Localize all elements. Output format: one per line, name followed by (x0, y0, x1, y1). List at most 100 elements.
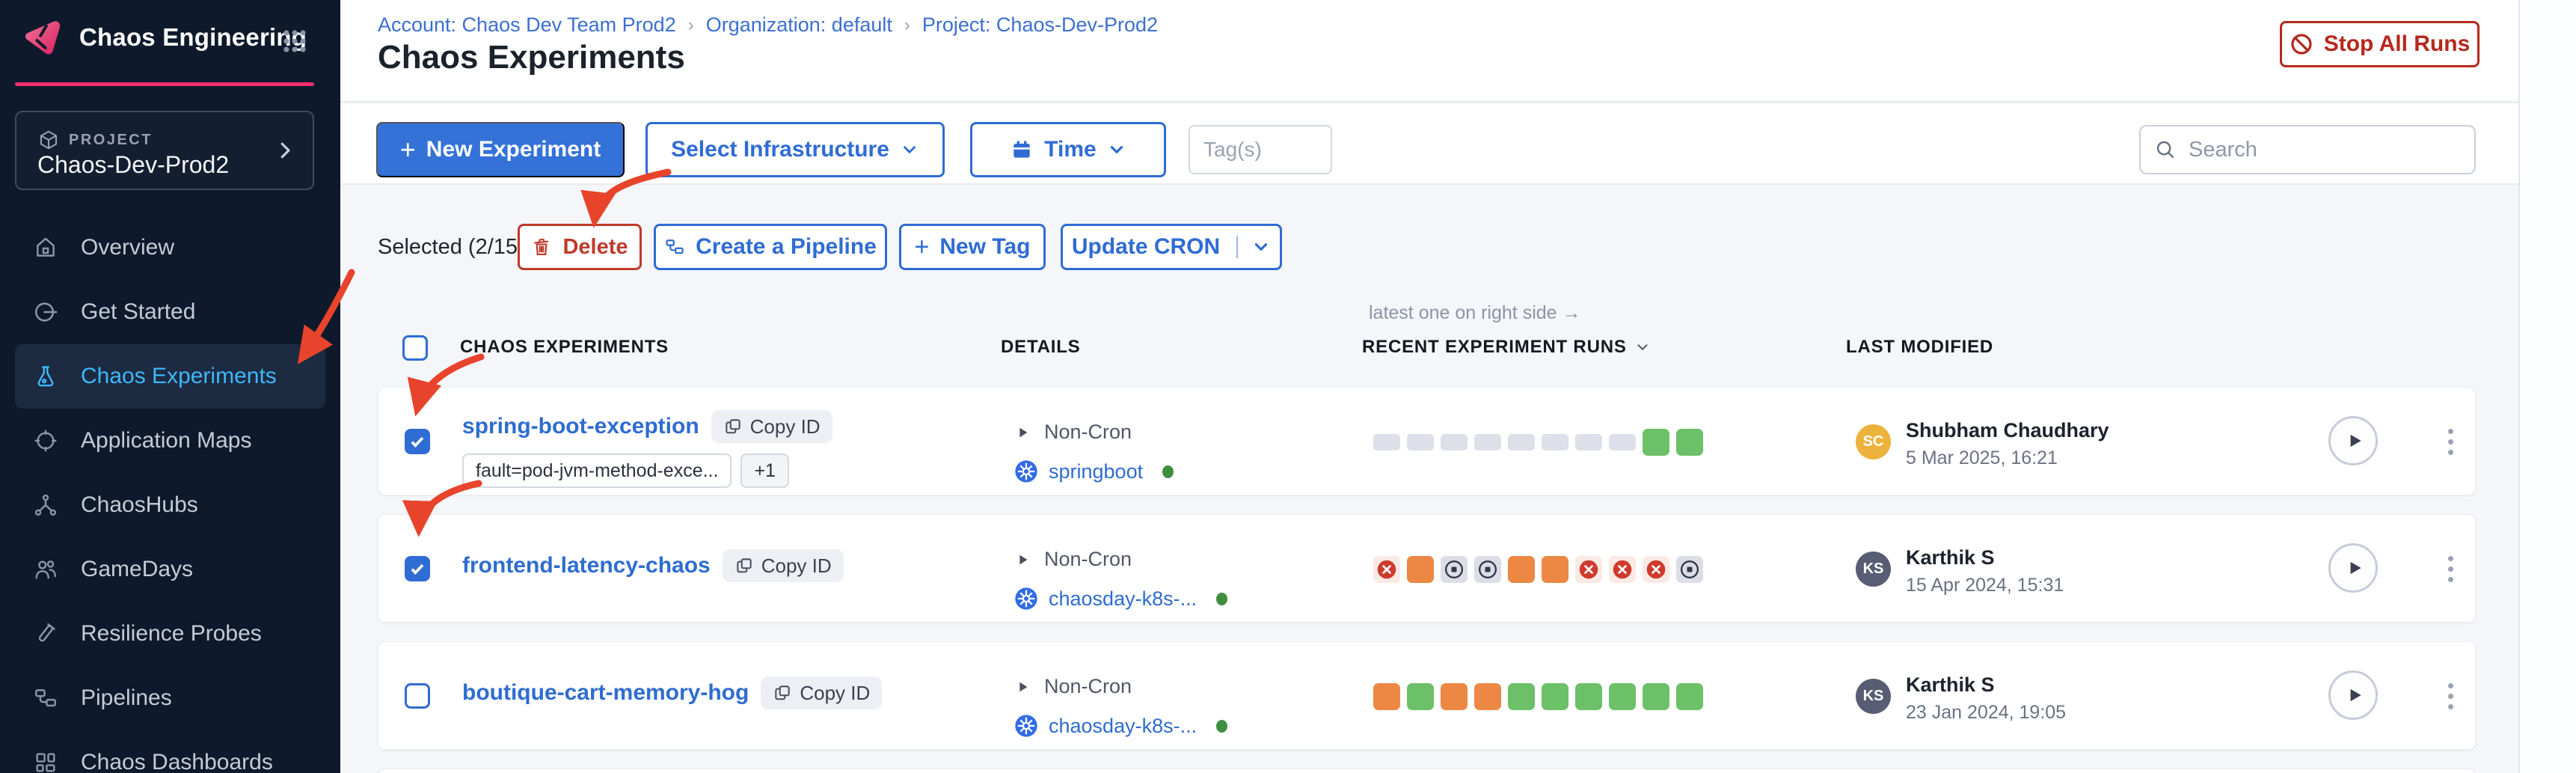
tag-chip[interactable]: fault=pod-jvm-method-exce... (462, 453, 732, 488)
run-indicator-passed[interactable] (1643, 682, 1669, 710)
tags-filter-input[interactable] (1189, 125, 1332, 174)
infra-health-dot (1216, 592, 1228, 605)
sidebar-item-label: ChaosHubs (81, 492, 198, 517)
run-indicator-none[interactable] (1508, 433, 1535, 450)
search-input[interactable] (2189, 137, 2461, 162)
select-infrastructure-dropdown[interactable]: Select Infrastructure (645, 122, 945, 177)
run-experiment-button[interactable] (2328, 543, 2378, 593)
search-icon (2156, 141, 2174, 159)
run-indicator-none[interactable] (1407, 433, 1434, 450)
run-indicator-running[interactable] (1407, 555, 1434, 583)
run-indicator-none[interactable] (1373, 433, 1400, 450)
test-tube-icon (33, 621, 58, 647)
row-menu-button[interactable] (2435, 675, 2465, 717)
plus-icon: + (399, 134, 416, 165)
experiment-name-link[interactable]: frontend-latency-chaos (462, 553, 711, 578)
run-indicator-failed[interactable] (1575, 555, 1602, 583)
run-indicator-failed[interactable] (1643, 555, 1669, 583)
copy-id-button[interactable]: Copy ID (761, 676, 883, 709)
sidebar-item-chaos-dashboards[interactable]: Chaos Dashboards (0, 730, 340, 773)
sidebar-item-overview[interactable]: Overview (0, 216, 340, 280)
create-pipeline-button[interactable]: Create a Pipeline (654, 224, 887, 270)
sidebar-item-chaos-experiments[interactable]: Chaos Experiments (15, 344, 325, 409)
play-icon (2350, 434, 2361, 447)
update-cron-button[interactable]: Update CRON (1061, 224, 1282, 270)
run-indicator-failed[interactable] (1373, 555, 1400, 583)
time-filter-dropdown[interactable]: Time (970, 122, 1166, 177)
search-box[interactable] (2139, 125, 2476, 174)
infrastructure-link[interactable]: chaosday-k8s-... (1049, 587, 1197, 610)
run-indicator-none[interactable] (1441, 433, 1468, 450)
sidebar-item-label: Chaos Dashboards (81, 750, 273, 773)
sidebar-item-pipelines[interactable]: Pipelines (0, 666, 340, 730)
row-menu-button[interactable] (2435, 421, 2465, 462)
run-indicator-running[interactable] (1508, 555, 1535, 583)
infrastructure-link[interactable]: chaosday-k8s-... (1049, 714, 1197, 737)
breadcrumb-link[interactable]: Account: Chaos Dev Team Prod2 (378, 13, 676, 36)
experiment-name-link[interactable]: spring-boot-exception (462, 414, 699, 439)
table-row: spring-boot-exception Copy ID fault=pod-… (378, 387, 2476, 495)
delete-label: Delete (562, 234, 628, 259)
row-checkbox[interactable] (405, 429, 430, 454)
chevron-down-icon[interactable] (1251, 237, 1271, 257)
run-indicator-passed[interactable] (1508, 682, 1535, 710)
breadcrumb: Account: Chaos Dev Team Prod2 › Organizati… (378, 13, 1158, 37)
copy-id-button[interactable]: Copy ID (722, 549, 844, 582)
sidebar-item-get-started[interactable]: Get Started (0, 280, 340, 344)
row-menu-button[interactable] (2435, 548, 2465, 590)
flask-icon (33, 364, 58, 389)
run-indicator-running[interactable] (1474, 682, 1501, 710)
tag-more-chip[interactable]: +1 (740, 453, 789, 488)
run-indicator-running[interactable] (1542, 555, 1568, 583)
home-icon (33, 235, 58, 260)
breadcrumb-separator: › (904, 14, 910, 35)
stop-all-runs-button[interactable]: Stop All Runs (2280, 21, 2480, 67)
people-icon (33, 557, 58, 582)
schedule-type: Non-Cron (1044, 675, 1132, 697)
run-indicator-stopped[interactable] (1676, 555, 1703, 583)
run-indicator-passed[interactable] (1575, 682, 1602, 710)
cube-icon (40, 130, 58, 150)
run-indicator-running[interactable] (1373, 682, 1400, 710)
run-indicator-none[interactable] (1609, 433, 1636, 450)
run-indicator-stopped[interactable] (1441, 555, 1468, 583)
run-experiment-button[interactable] (2328, 416, 2378, 465)
breadcrumb-link[interactable]: Organization: default (705, 13, 892, 36)
run-indicator-passed[interactable] (1676, 682, 1703, 710)
run-indicator-none[interactable] (1474, 433, 1501, 450)
infra-health-dot (1162, 465, 1174, 478)
run-indicator-passed[interactable] (1542, 682, 1568, 710)
run-indicator-none[interactable] (1575, 433, 1602, 450)
run-indicator-passed[interactable] (1609, 682, 1636, 710)
sidebar-item-application-maps[interactable]: Application Maps (0, 409, 340, 473)
run-indicator-passed[interactable] (1643, 428, 1669, 456)
experiment-name-link[interactable]: boutique-cart-memory-hog (462, 680, 749, 705)
new-experiment-button[interactable]: + New Experiment (376, 122, 625, 177)
run-indicator-stopped[interactable] (1474, 555, 1501, 583)
project-selector[interactable]: PROJECT Chaos-Dev-Prod2 (15, 111, 314, 190)
chaos-engineering-logo-icon (25, 21, 61, 55)
run-experiment-button[interactable] (2328, 670, 2378, 720)
app-switcher-icon[interactable] (280, 27, 309, 55)
infrastructure-link[interactable]: springboot (1049, 459, 1144, 483)
delete-button[interactable]: Delete (518, 224, 642, 270)
run-indicator-passed[interactable] (1407, 682, 1434, 710)
row-checkbox[interactable] (405, 556, 430, 581)
run-indicator-failed[interactable] (1609, 555, 1636, 583)
run-indicator-passed[interactable] (1676, 428, 1703, 456)
breadcrumb-link[interactable]: Project: Chaos-Dev-Prod2 (921, 13, 1159, 36)
chevron-right-icon (280, 142, 290, 159)
copy-id-button[interactable]: Copy ID (711, 410, 832, 443)
sidebar-item-resilience-probes[interactable]: Resilience Probes (0, 602, 340, 666)
column-header-recent-runs[interactable]: RECENT EXPERIMENT RUNS (1362, 337, 1651, 358)
row-checkbox[interactable] (405, 683, 430, 709)
sidebar-item-label: Application Maps (81, 428, 252, 453)
modified-by: Karthik S (1906, 673, 1995, 696)
new-tag-button[interactable]: + New Tag (899, 224, 1046, 270)
run-indicator-none[interactable] (1542, 433, 1568, 450)
sidebar-item-gamedays[interactable]: GameDays (0, 537, 340, 602)
sidebar-item-chaoshubs[interactable]: ChaosHubs (0, 473, 340, 537)
select-all-checkbox[interactable] (402, 335, 428, 361)
run-indicator-running[interactable] (1441, 682, 1468, 710)
column-header-experiments: CHAOS EXPERIMENTS (460, 337, 669, 357)
